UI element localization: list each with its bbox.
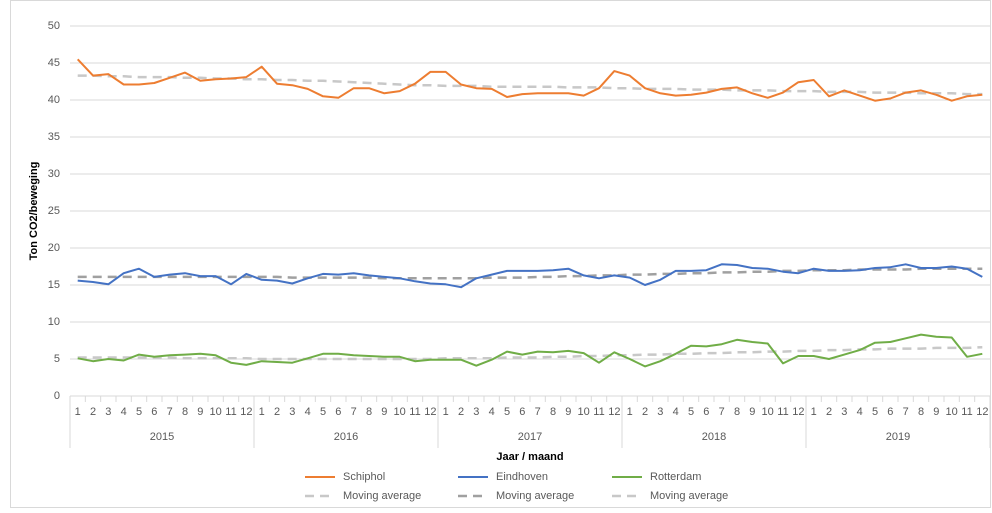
- x-tick-label: 6: [703, 406, 709, 418]
- x-tick-label: 8: [366, 406, 372, 418]
- x-tick-label: 11: [593, 406, 604, 418]
- x-tick-label: 8: [550, 406, 556, 418]
- year-label: 2016: [334, 431, 358, 443]
- series-line: [77, 263, 983, 289]
- y-tick-label: 40: [48, 94, 60, 106]
- x-tick-label: 5: [136, 406, 142, 418]
- x-tick-label: 10: [762, 406, 774, 418]
- x-tick-label: 12: [792, 406, 804, 418]
- x-tick-label: 4: [489, 406, 495, 418]
- x-tick-label: 5: [504, 406, 510, 418]
- x-tick-label: 6: [335, 406, 341, 418]
- x-tick-label: 3: [841, 406, 847, 418]
- x-tick-label: 8: [734, 406, 740, 418]
- y-tick-label: 25: [48, 205, 60, 217]
- year-label: 2018: [702, 431, 726, 443]
- y-tick-label: 20: [48, 242, 60, 254]
- legend-label: Moving average: [650, 490, 728, 502]
- x-tick-label: 7: [167, 406, 173, 418]
- x-tick-label: 10: [394, 406, 406, 418]
- x-tick-label: 10: [210, 406, 222, 418]
- x-tick-label: 2: [274, 406, 280, 418]
- x-axis-title: Jaar / maand: [496, 451, 563, 463]
- legend-label: Moving average: [343, 490, 421, 502]
- x-tick-label: 1: [811, 406, 817, 418]
- x-tick-label: 7: [719, 406, 725, 418]
- x-tick-label: 12: [608, 406, 620, 418]
- series-line: [77, 333, 983, 368]
- x-tick-label: 5: [872, 406, 878, 418]
- y-tick-label: 10: [48, 316, 60, 328]
- x-tick-label: 11: [961, 406, 972, 418]
- series-line: [76, 58, 983, 102]
- x-tick-label: 7: [535, 406, 541, 418]
- x-tick-label: 11: [777, 406, 788, 418]
- y-tick-label: 5: [54, 353, 60, 365]
- x-tick-label: 6: [519, 406, 525, 418]
- x-tick-label: 5: [688, 406, 694, 418]
- x-tick-label: 3: [289, 406, 295, 418]
- year-label: 2017: [518, 431, 542, 443]
- x-tick-label: 3: [657, 406, 663, 418]
- x-tick-label: 12: [976, 406, 988, 418]
- x-tick-label: 6: [151, 406, 157, 418]
- x-tick-label: 1: [259, 406, 265, 418]
- x-tick-label: 1: [443, 406, 449, 418]
- x-tick-label: 5: [320, 406, 326, 418]
- x-tick-label: 8: [182, 406, 188, 418]
- x-tick-label: 11: [409, 406, 420, 418]
- x-tick-label: 4: [857, 406, 863, 418]
- x-tick-label: 9: [933, 406, 939, 418]
- x-tick-label: 11: [225, 406, 236, 418]
- year-label: 2019: [886, 431, 910, 443]
- x-tick-label: 9: [197, 406, 203, 418]
- x-tick-label: 12: [424, 406, 436, 418]
- x-tick-label: 4: [121, 406, 127, 418]
- x-tick-label: 6: [887, 406, 893, 418]
- y-tick-label: 15: [48, 279, 60, 291]
- x-tick-label: 2: [458, 406, 464, 418]
- x-tick-label: 1: [75, 406, 81, 418]
- x-tick-label: 3: [105, 406, 111, 418]
- y-tick-label: 0: [54, 390, 60, 402]
- x-tick-label: 10: [578, 406, 590, 418]
- x-tick-label: 10: [946, 406, 958, 418]
- x-tick-label: 9: [749, 406, 755, 418]
- x-tick-label: 3: [473, 406, 479, 418]
- y-tick-label: 35: [48, 131, 60, 143]
- x-tick-label: 2: [642, 406, 648, 418]
- y-tick-label: 45: [48, 57, 60, 69]
- y-tick-label: 30: [48, 168, 60, 180]
- x-tick-label: 9: [381, 406, 387, 418]
- legend-label: Schiphol: [343, 471, 385, 483]
- x-tick-label: 2: [826, 406, 832, 418]
- x-tick-label: 2: [90, 406, 96, 418]
- x-tick-label: 7: [903, 406, 909, 418]
- y-tick-label: 50: [48, 20, 60, 32]
- x-tick-label: 1: [627, 406, 633, 418]
- series-line: [77, 345, 983, 361]
- year-label: 2015: [150, 431, 174, 443]
- x-tick-label: 4: [673, 406, 679, 418]
- x-tick-label: 7: [351, 406, 357, 418]
- legend-label: Rotterdam: [650, 471, 701, 483]
- x-tick-label: 12: [240, 406, 252, 418]
- y-axis-title: Ton CO2/beweging: [28, 162, 40, 261]
- x-tick-label: 4: [305, 406, 311, 418]
- x-tick-label: 8: [918, 406, 924, 418]
- legend-label: Moving average: [496, 490, 574, 502]
- x-tick-label: 9: [565, 406, 571, 418]
- legend-label: Eindhoven: [496, 471, 548, 483]
